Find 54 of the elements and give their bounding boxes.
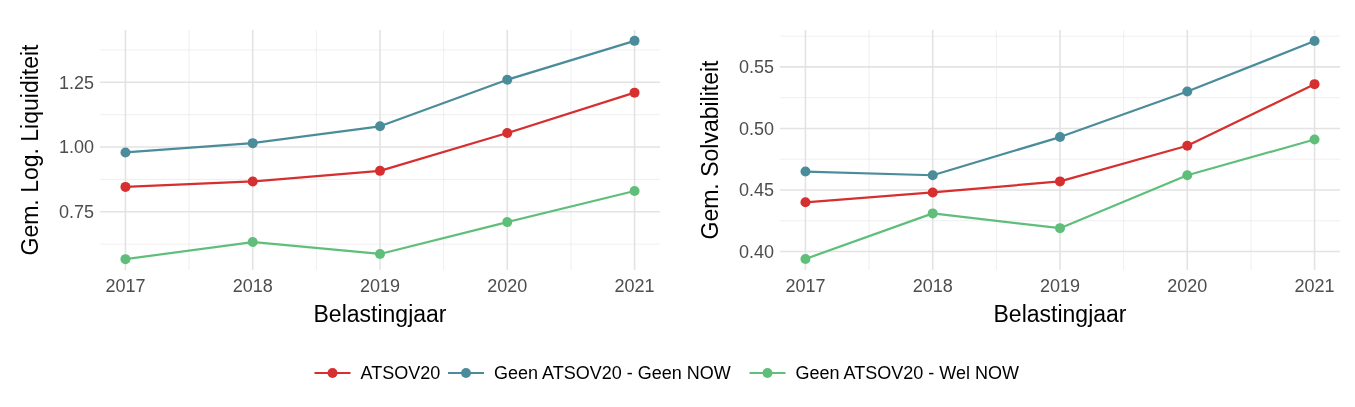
y-tick-label: 0.50 bbox=[738, 118, 774, 139]
point bbox=[375, 121, 385, 132]
point bbox=[120, 254, 131, 265]
point bbox=[375, 248, 385, 259]
point bbox=[927, 170, 938, 181]
point bbox=[1182, 140, 1193, 151]
x-tick-label: 2019 bbox=[359, 276, 401, 296]
x-tick-label: 2018 bbox=[232, 276, 273, 296]
point bbox=[1055, 223, 1065, 234]
x-tick-label: 2020 bbox=[1167, 276, 1208, 296]
y-tick-label: 0.55 bbox=[738, 57, 774, 78]
y-tick-label: 1.25 bbox=[58, 72, 94, 93]
x-tick-label: 2017 bbox=[105, 276, 146, 296]
x-tick-label: 2020 bbox=[487, 276, 528, 296]
point bbox=[120, 147, 131, 158]
point bbox=[502, 74, 513, 85]
point bbox=[375, 165, 385, 176]
y-tick-label: 1.00 bbox=[58, 137, 94, 158]
point bbox=[502, 128, 513, 139]
x-tick-label: 2021 bbox=[614, 276, 655, 296]
point bbox=[1055, 132, 1065, 143]
point bbox=[927, 187, 938, 198]
point bbox=[120, 181, 131, 192]
x-axis-title: Belastingjaar bbox=[313, 301, 447, 327]
point bbox=[800, 197, 811, 208]
legend-label: Geen ATSOV20 - Wel NOW bbox=[795, 363, 1019, 384]
point bbox=[927, 208, 938, 219]
point bbox=[502, 217, 513, 228]
point bbox=[247, 138, 258, 149]
x-tick-label: 2021 bbox=[1294, 276, 1335, 296]
x-tick-label: 2018 bbox=[912, 276, 953, 296]
point bbox=[1309, 36, 1320, 47]
point bbox=[1055, 176, 1065, 187]
point bbox=[247, 237, 258, 248]
x-tick-label: 2019 bbox=[1039, 276, 1081, 296]
point bbox=[1182, 170, 1193, 181]
legend-label: Geen ATSOV20 - Geen NOW bbox=[494, 363, 731, 384]
y-tick-label: 0.40 bbox=[738, 241, 774, 262]
y-tick-label: 0.75 bbox=[58, 202, 94, 223]
point bbox=[629, 87, 640, 98]
point bbox=[1182, 86, 1193, 97]
point bbox=[800, 253, 811, 264]
y-axis-title: Gem. Solvabiliteit bbox=[697, 59, 723, 240]
x-tick-label: 2017 bbox=[785, 276, 826, 296]
legend-label: ATSOV20 bbox=[360, 363, 441, 384]
x-axis-title: Belastingjaar bbox=[993, 301, 1127, 327]
y-tick-label: 0.45 bbox=[738, 180, 774, 201]
y-axis-title: Gem. Log. Liquiditeit bbox=[17, 43, 43, 256]
point bbox=[800, 166, 811, 177]
point bbox=[629, 186, 640, 197]
point bbox=[247, 176, 258, 187]
point bbox=[629, 35, 640, 46]
point bbox=[1309, 134, 1320, 145]
point bbox=[1309, 79, 1320, 90]
